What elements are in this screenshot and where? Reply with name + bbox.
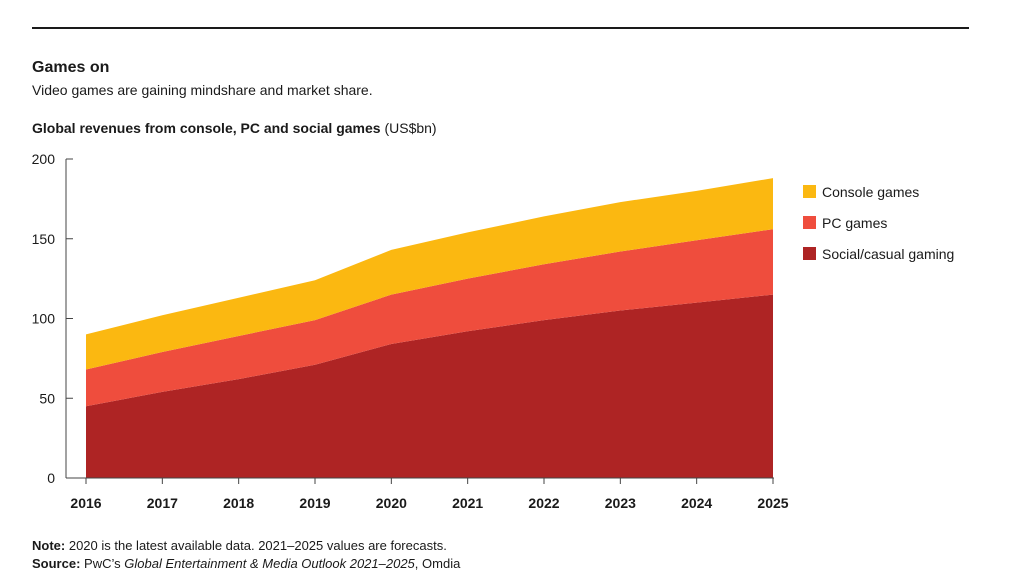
chart-legend: Console games PC games Social/casual gamin… <box>803 176 954 269</box>
x-tick-label: 2016 <box>70 495 101 511</box>
legend-item: Console games <box>803 176 954 207</box>
x-tick-label: 2021 <box>452 495 483 511</box>
footnote-source: Source: PwC’s Global Entertainment & Med… <box>32 556 460 571</box>
chart-subtitle: Video games are gaining mindshare and ma… <box>32 82 373 98</box>
chart-unit: (US$bn) <box>384 120 437 136</box>
y-tick-label: 200 <box>32 151 56 167</box>
y-tick-label: 150 <box>32 231 56 247</box>
legend-label: Social/casual gaming <box>822 245 955 262</box>
x-tick-label: 2020 <box>376 495 407 511</box>
area-pc-games <box>86 229 773 407</box>
y-tick-label: 0 <box>47 470 55 486</box>
note-text: 2020 is the latest available data. 2021–… <box>68 538 447 553</box>
legend-swatch <box>803 216 816 229</box>
x-tick-label: 2023 <box>605 495 636 511</box>
x-tick-label: 2017 <box>147 495 178 511</box>
area-social-casual-gaming <box>86 294 773 478</box>
legend-item: Social/casual gaming <box>803 238 954 269</box>
chart-title: Games on <box>32 59 110 76</box>
x-tick-label: 2019 <box>299 495 330 511</box>
top-rule <box>32 27 969 29</box>
y-tick-label: 100 <box>32 311 56 327</box>
footnote-note: Note: 2020 is the latest available data.… <box>32 538 447 553</box>
x-tick-label: 2024 <box>681 495 712 511</box>
source-prefix: PwC’s <box>84 556 121 571</box>
source-suffix: , Omdia <box>414 556 461 571</box>
x-tick-label: 2022 <box>528 495 559 511</box>
legend-item: PC games <box>803 207 954 238</box>
x-tick-label: 2018 <box>223 495 254 511</box>
source-title: Global Entertainment & Media Outlook 202… <box>124 556 415 571</box>
area-console-games <box>86 178 773 370</box>
source-label: Source: <box>32 556 81 571</box>
legend-swatch <box>803 247 816 260</box>
chart-heading: Global revenues from console, PC and soc… <box>32 120 437 136</box>
note-label: Note: <box>32 538 66 553</box>
x-tick-label: 2025 <box>757 495 788 511</box>
legend-swatch <box>803 185 816 198</box>
legend-label: PC games <box>822 214 888 231</box>
chart-heading-text: Global revenues from console, PC and soc… <box>32 120 381 136</box>
y-tick-label: 50 <box>39 390 55 406</box>
legend-label: Console games <box>822 183 920 200</box>
